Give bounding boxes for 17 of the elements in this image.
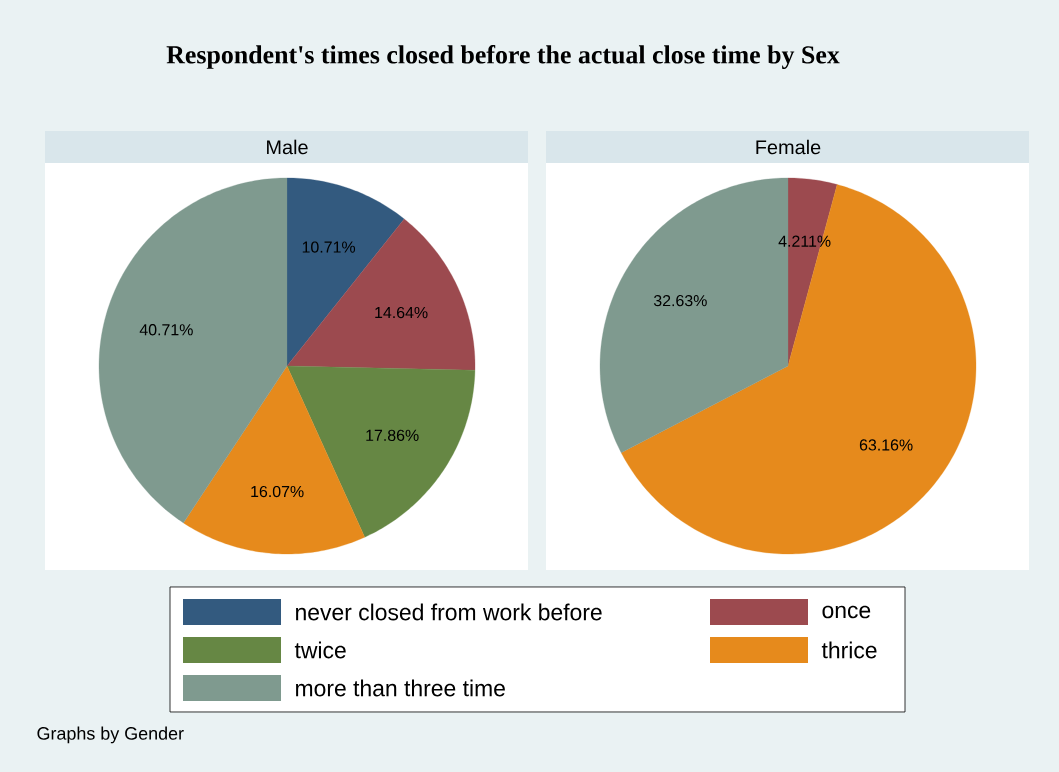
data-label: 10.71% <box>302 241 356 253</box>
legend-label: thrice <box>821 641 877 659</box>
data-label: 14.64% <box>375 306 428 319</box>
text: Graphs by Gender <box>37 726 184 744</box>
legend-label: more than three time <box>296 679 505 697</box>
chart-title: Female <box>756 139 821 155</box>
data-label: 16.07% <box>251 485 304 498</box>
chart-title: Male <box>267 139 308 155</box>
legend-label: never closed from work before <box>296 603 602 621</box>
legend-label: once <box>822 605 871 619</box>
data-label: 17.86% <box>366 429 419 441</box>
data-label: 4.211% <box>778 235 831 247</box>
data-label: 40.71% <box>139 324 193 336</box>
data-label: 32.63% <box>653 294 707 307</box>
text: Respondent's times closed before the actual close time by Sex <box>166 45 840 69</box>
legend-label: twice <box>294 641 346 659</box>
data-label: 63.16% <box>859 439 913 451</box>
